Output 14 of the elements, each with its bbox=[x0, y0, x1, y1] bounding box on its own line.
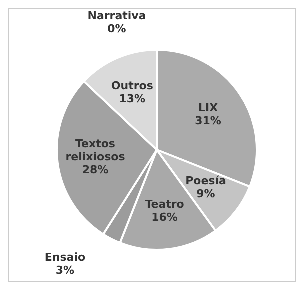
text: 0% bbox=[108, 22, 126, 36]
category-label: Narrativa bbox=[88, 9, 146, 22]
data-label: 13% bbox=[119, 92, 146, 106]
data-label: 28% bbox=[82, 164, 109, 177]
data-label: 16% bbox=[152, 210, 178, 224]
slice-label: Outros bbox=[111, 79, 154, 92]
slice-label: Textos relixiosos bbox=[66, 138, 126, 164]
slice-label: Ensaio bbox=[44, 250, 86, 264]
slice-label: LIX bbox=[198, 102, 219, 115]
data-label: 9% bbox=[196, 187, 216, 200]
data-label: 3% bbox=[56, 264, 75, 277]
slice-label: Poesía bbox=[186, 174, 226, 188]
data-label: 31% bbox=[195, 114, 222, 128]
slice-label: Teatro bbox=[145, 198, 185, 211]
